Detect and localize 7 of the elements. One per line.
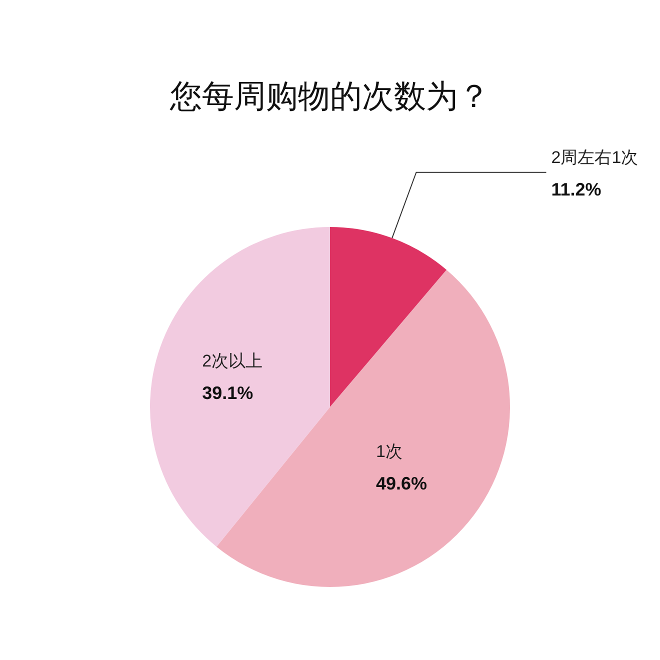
slice-label: 2周左右1次 — [551, 148, 638, 167]
chart-title: 您每周购物的次数为？ — [169, 78, 490, 114]
data-label: 49.6% — [376, 473, 428, 494]
data-label: 11.2% — [551, 179, 602, 200]
data-label: 39.1% — [202, 382, 254, 403]
slice-label: 1次 — [376, 442, 402, 461]
slice-label: 2次以上 — [202, 351, 263, 370]
